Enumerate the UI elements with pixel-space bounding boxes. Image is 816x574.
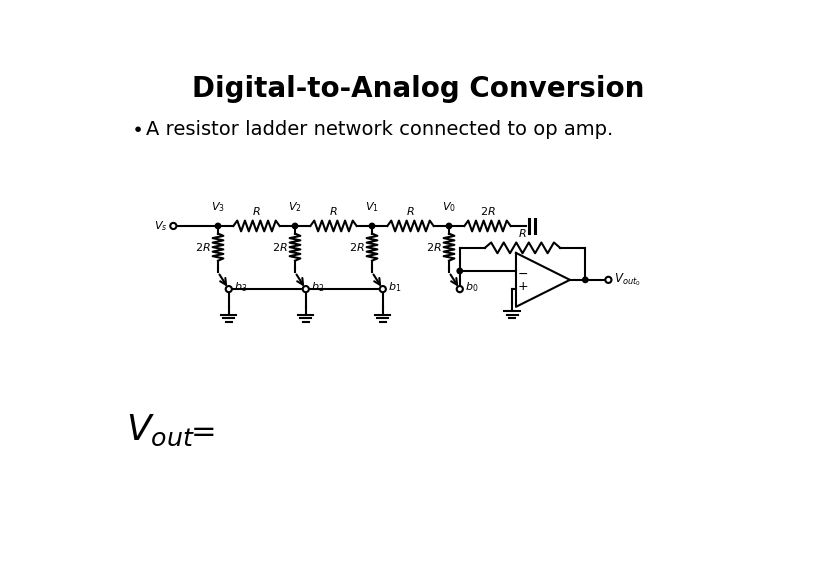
Text: $2R$: $2R$	[348, 241, 365, 253]
Circle shape	[292, 223, 298, 228]
Text: $-$: $-$	[517, 267, 529, 280]
Circle shape	[457, 286, 463, 292]
Text: $2R$: $2R$	[272, 241, 287, 253]
Text: $2R$: $2R$	[195, 241, 211, 253]
Text: $b_1$: $b_1$	[388, 281, 401, 294]
Text: $V_1$: $V_1$	[365, 200, 379, 215]
Text: $R$: $R$	[252, 205, 261, 217]
Circle shape	[446, 223, 452, 228]
Text: $V_2$: $V_2$	[288, 200, 302, 215]
Text: $2R$: $2R$	[426, 241, 441, 253]
Circle shape	[215, 223, 220, 228]
Circle shape	[583, 277, 588, 282]
Circle shape	[605, 277, 611, 283]
Text: Digital-to-Analog Conversion: Digital-to-Analog Conversion	[192, 75, 645, 103]
Text: $+$: $+$	[517, 280, 529, 293]
Circle shape	[457, 268, 463, 274]
Text: $b_0$: $b_0$	[465, 281, 479, 294]
Text: $R$: $R$	[518, 227, 527, 239]
Text: $b_3$: $b_3$	[234, 281, 247, 294]
Text: $R$: $R$	[329, 205, 338, 217]
Circle shape	[226, 286, 232, 292]
Text: $V_{out_0}$: $V_{out_0}$	[614, 272, 641, 288]
Circle shape	[303, 286, 309, 292]
Text: $V_s$: $V_s$	[154, 219, 168, 233]
Text: $\bullet$: $\bullet$	[131, 118, 142, 137]
Circle shape	[379, 286, 386, 292]
Text: $b_2$: $b_2$	[311, 281, 325, 294]
Circle shape	[370, 223, 375, 228]
Circle shape	[171, 223, 176, 229]
Text: $2R$: $2R$	[480, 205, 495, 217]
Text: A resistor ladder network connected to op amp.: A resistor ladder network connected to o…	[146, 120, 614, 139]
Text: $V_0$: $V_0$	[442, 200, 456, 215]
Text: $R$: $R$	[406, 205, 415, 217]
Text: $=$: $=$	[185, 416, 215, 444]
Text: $V_{out}$: $V_{out}$	[126, 412, 194, 448]
Text: $V_3$: $V_3$	[211, 200, 225, 215]
